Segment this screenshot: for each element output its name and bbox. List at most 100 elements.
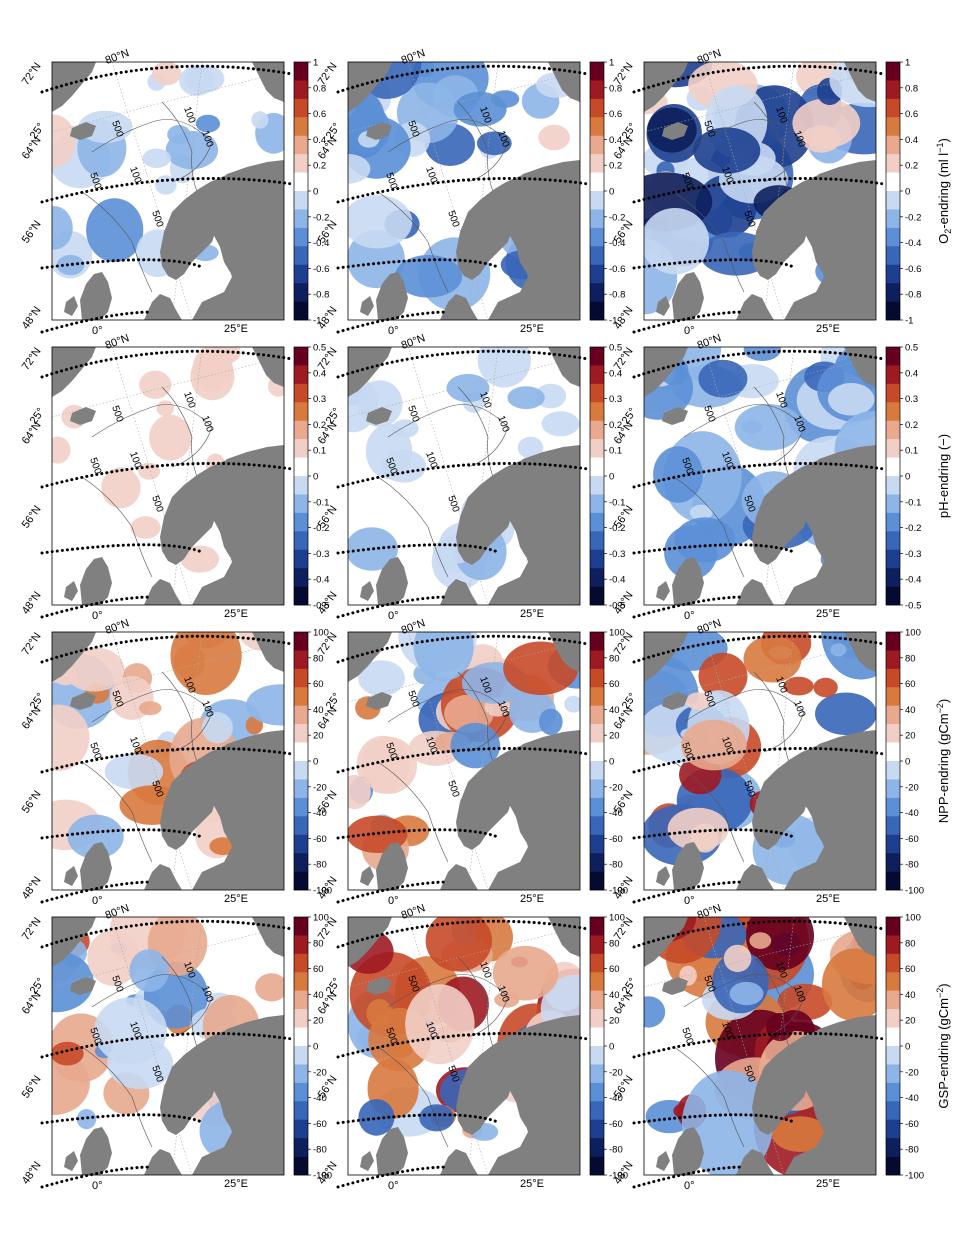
colorbar-tick-label: 0.6	[313, 109, 326, 120]
colorbar-swatch	[294, 972, 308, 992]
row-label-gsp: GSP-endring (gCm−2)	[935, 983, 951, 1108]
colorbar-tick-label: 20	[313, 1016, 324, 1027]
colorbar-tick-label: -0.2	[905, 523, 921, 534]
colorbar-tick-label: 0	[313, 187, 318, 198]
colorbar-tick-label: 0	[313, 472, 318, 483]
colorbar-swatch	[590, 420, 604, 440]
colorbar-tick-label: 20	[609, 731, 620, 742]
colorbar-swatch	[590, 383, 604, 403]
colorbar-swatch	[590, 834, 604, 854]
colorbar-tick-label: -0.4	[905, 238, 921, 249]
longitude-label: 25°E	[520, 608, 544, 620]
colorbar-tick-label: -100	[313, 886, 332, 897]
colorbar-swatch	[294, 402, 308, 422]
depth-contours	[81, 386, 213, 578]
colorbar-swatch	[590, 972, 604, 992]
colorbar-tick-label: 20	[609, 1016, 620, 1027]
colorbar-tick-label: 60	[905, 679, 916, 690]
colorbar-swatch	[294, 705, 308, 725]
colorbar-swatch	[590, 668, 604, 688]
colorbar-tick-label: 0.8	[313, 83, 326, 94]
panel-frame	[51, 61, 285, 321]
latitude-circles	[632, 634, 886, 904]
colorbar-tick-label: -40	[905, 808, 919, 819]
colorbar-swatch	[590, 457, 604, 477]
colorbar-tick-label: 0	[313, 757, 318, 768]
panel-frame	[51, 346, 285, 606]
colorbar-tick-label: -20	[313, 1067, 327, 1078]
colorbar-r1-c3: 1 0.8 0.6 0.4 0.2 0 -0.2 -0.4 -0.6 -0.8 -1	[885, 58, 921, 327]
colorbar-swatch	[886, 476, 900, 495]
colorbar-swatch	[886, 797, 900, 817]
colorbar-swatch	[886, 172, 900, 192]
latitude-label: 56°N	[20, 218, 44, 245]
latitude-label: 48°N	[20, 589, 44, 616]
colorbar-tick-label: 0.3	[609, 394, 622, 405]
colorbar-tick-label: -60	[905, 834, 919, 845]
row-labels: O2-endring (ml l−1) pH-endring (−) NPP-end…	[935, 138, 953, 1108]
colorbar-tick-label: -60	[313, 834, 327, 845]
colorbar-tick-label: -0.4	[313, 575, 329, 586]
colorbar-swatch	[886, 972, 900, 992]
colorbar-tick-label: -0.3	[609, 549, 625, 560]
colorbar-swatch	[886, 935, 900, 955]
colorbar-tick-label: -0.6	[313, 264, 329, 275]
colorbar-tick-label: -0.4	[313, 238, 329, 249]
colorbar-swatch	[886, 990, 900, 1010]
colorbar-swatch	[590, 917, 604, 936]
colorbar-tick-label: -80	[905, 860, 919, 871]
colorbar-swatch	[886, 834, 900, 854]
colorbar-swatch	[590, 1009, 604, 1028]
colorbar-swatch	[886, 568, 900, 587]
colorbar-tick-label: -20	[905, 1067, 919, 1078]
latitude-label: 56°N	[20, 503, 44, 530]
colorbar-swatch	[886, 761, 900, 780]
latitude-label: 48°N	[20, 874, 44, 901]
longitude-label: 0°	[92, 610, 103, 622]
longitude-label: 0°	[684, 325, 695, 337]
colorbar-swatch	[886, 853, 900, 872]
colorbar-tick-label: 0.2	[609, 161, 622, 172]
colorbar-tick-label: -0.5	[609, 601, 625, 612]
colorbar-swatch	[590, 953, 604, 973]
colorbar-swatch	[294, 365, 308, 385]
colorbar-tick-label: -0.4	[905, 575, 921, 586]
colorbar-tick-label: 1	[905, 58, 910, 69]
colorbar-swatch	[886, 650, 900, 670]
colorbar-swatch	[590, 283, 604, 302]
colorbar-swatch	[886, 1082, 900, 1102]
colorbar-swatch	[294, 1046, 308, 1065]
colorbar-swatch	[590, 135, 604, 155]
longitude-label: 25°E	[816, 323, 840, 335]
colorbar-tick-label: -0.1	[313, 497, 329, 508]
colorbar-swatch	[886, 117, 900, 137]
colorbar-swatch	[294, 283, 308, 302]
colorbar-swatch	[294, 383, 308, 403]
map-panel-r3-c1: 50010050050010010072°N64°N56°N48°N25°80°…	[20, 617, 294, 907]
longitude-label: 0°	[92, 895, 103, 907]
colorbar-swatch	[294, 191, 308, 210]
colorbar-tick-label: -0.2	[313, 212, 329, 223]
colorbar-tick-label: -60	[609, 834, 623, 845]
colorbar-swatch	[590, 172, 604, 192]
colorbar-tick-label: 1	[313, 58, 318, 69]
colorbar-tick-label: -0.2	[609, 523, 625, 534]
colorbar-swatch	[294, 264, 308, 284]
colorbar-tick-label: 0.2	[313, 161, 326, 172]
colorbar-swatch	[294, 853, 308, 872]
colorbar-swatch	[294, 687, 308, 707]
latitude-circles	[40, 634, 294, 904]
map-panel-r1-c1: 50010050050010010072°N64°N56°N48°N25°80°…	[20, 47, 294, 337]
colorbar-swatch	[886, 586, 900, 606]
longitude-label: 0°	[388, 895, 399, 907]
colorbar-swatch	[294, 1027, 308, 1047]
colorbar-swatch	[886, 1064, 900, 1084]
colorbar-swatch	[886, 531, 900, 551]
colorbar-tick-label: 40	[905, 990, 916, 1001]
colorbar-swatch	[590, 365, 604, 385]
colorbar-tick-label: -40	[313, 1093, 327, 1104]
map-panel-r4-c1: 50010050050010010072°N64°N56°N48°N25°80°…	[20, 902, 294, 1192]
row-label-ph: pH-endring (−)	[936, 434, 951, 518]
depth-contours	[673, 101, 805, 293]
latitude-circles	[336, 64, 590, 334]
